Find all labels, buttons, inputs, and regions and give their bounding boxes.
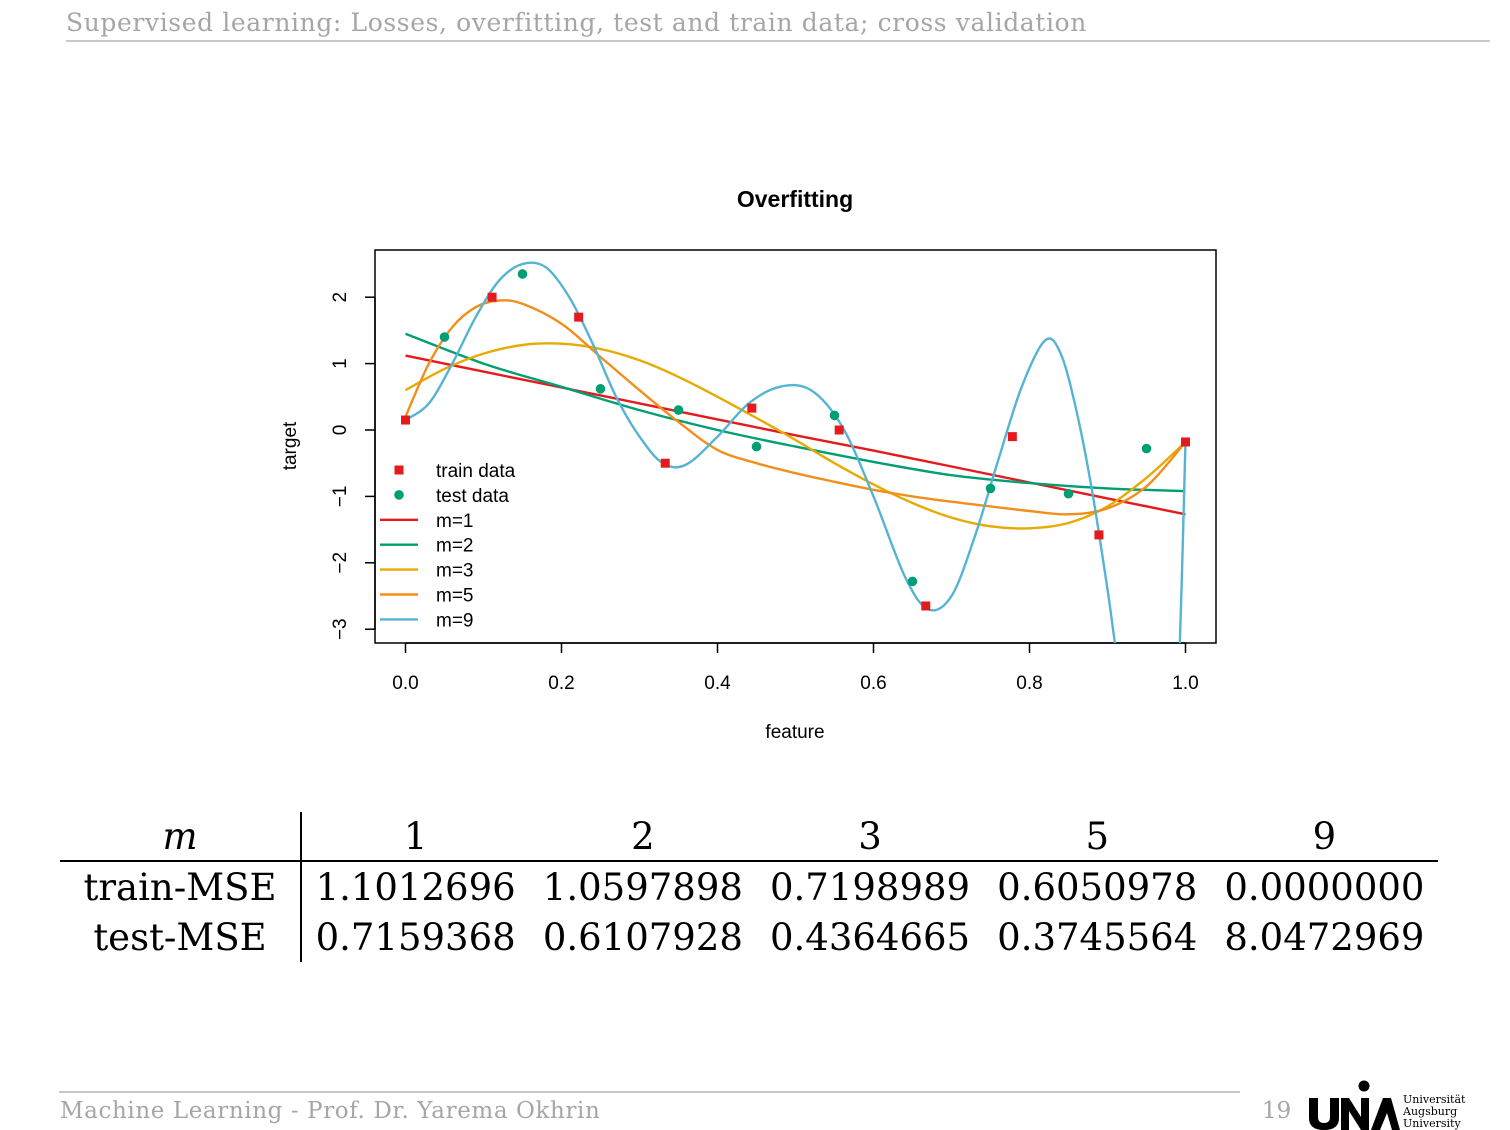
- table-cell: 1.0597898: [542, 865, 743, 909]
- table-row: test-MSE 0.7159368 0.6107928 0.4364665 0…: [60, 912, 1438, 962]
- legend-label: train data: [436, 461, 516, 482]
- test-data-point: [829, 410, 840, 421]
- table-cell: 8.0472969: [1224, 915, 1425, 959]
- page-number: 19: [1262, 1098, 1292, 1124]
- row-label: test-MSE: [60, 912, 302, 962]
- table-row: train-MSE 1.1012696 1.0597898 0.7198989 …: [60, 861, 1438, 912]
- train-data-point: [747, 403, 757, 413]
- train-data-point: [834, 425, 844, 435]
- test-data-point: [985, 483, 996, 494]
- fit-line-m3: [404, 342, 1187, 530]
- table-cell: 0.6107928: [542, 915, 743, 959]
- slide-header-title: Supervised learning: Losses, overfitting…: [66, 8, 1087, 37]
- test-data-point: [517, 269, 528, 279]
- fit-line-m2: [405, 332, 1186, 493]
- x-tick-label: 0.6: [860, 673, 886, 694]
- train-data-point: [1181, 437, 1190, 447]
- test-data-point: [439, 332, 450, 342]
- y-axis: 2 1 0 −1 −2 −3: [330, 292, 376, 640]
- y-tick-label: −1: [330, 486, 351, 508]
- university-name: Universität Augsburg University: [1403, 1094, 1465, 1130]
- chart-legend: train data test data m=1 m=2 m=3 m=5 m=9: [380, 461, 516, 631]
- university-logo: [1309, 1080, 1400, 1130]
- y-tick-label: 1: [330, 358, 351, 369]
- y-tick-label: −2: [330, 552, 351, 574]
- footer-divider: [59, 1091, 1240, 1093]
- x-axis-label: feature: [765, 722, 824, 743]
- chart-title: Overfitting: [737, 186, 853, 212]
- fit-line-m5: [404, 299, 1187, 516]
- x-tick-label: 1.0: [1172, 673, 1198, 694]
- table-cell: 0.3745564: [997, 915, 1198, 959]
- logo-line: Augsburg: [1403, 1105, 1458, 1118]
- legend-train-marker: [394, 465, 404, 475]
- m-value: 9: [1210, 812, 1438, 862]
- test-data-point: [673, 405, 684, 415]
- legend-label: m=1: [436, 511, 474, 532]
- table-cell: 0.6050978: [997, 865, 1198, 909]
- legend-label: m=9: [436, 610, 474, 631]
- data-points: [401, 269, 1190, 611]
- test-data-point: [1141, 443, 1152, 454]
- test-data-point: [595, 384, 606, 394]
- m-value: 5: [983, 812, 1211, 862]
- y-tick-label: 2: [330, 292, 351, 303]
- fit-curves: [404, 261, 1187, 643]
- x-tick-label: 0.0: [392, 673, 418, 694]
- train-data-point: [487, 292, 497, 302]
- legend-label: m=5: [436, 586, 474, 607]
- train-data-point: [921, 601, 931, 611]
- overfitting-chart: Overfitting 0.0 0.2 0.4 0.6 0.8 1.0 2 1 0 −1 −2 −3…: [280, 186, 1217, 743]
- train-data-point: [401, 415, 410, 425]
- legend-label: test data: [436, 486, 509, 507]
- legend-label: m=2: [436, 536, 474, 557]
- test-data-point: [907, 576, 918, 587]
- footer-course-author: Machine Learning - Prof. Dr. Yarema Okhr…: [60, 1098, 601, 1124]
- fit-line-m9: [404, 261, 1187, 643]
- table-cell: 0.0000000: [1224, 865, 1425, 909]
- test-data-point: [1063, 488, 1074, 499]
- table-header-row: m 1 2 3 5 9: [60, 812, 1438, 862]
- train-data-point: [1007, 432, 1017, 442]
- m-header: m: [60, 812, 302, 862]
- legend-label: m=3: [436, 561, 474, 582]
- train-data-point: [574, 312, 584, 322]
- row-label: train-MSE: [60, 861, 302, 912]
- x-tick-label: 0.4: [704, 673, 731, 694]
- m-value: 2: [529, 812, 757, 862]
- y-tick-label: −3: [330, 618, 351, 640]
- train-data-point: [1094, 530, 1104, 540]
- header-divider: [66, 40, 1490, 42]
- y-axis-label: target: [280, 421, 301, 470]
- test-data-point: [751, 441, 762, 452]
- logo-line: University: [1403, 1117, 1461, 1130]
- table-cell: 0.7198989: [770, 865, 971, 909]
- y-tick-label: 0: [330, 425, 351, 436]
- x-axis: 0.0 0.2 0.4 0.6 0.8 1.0: [392, 642, 1199, 694]
- x-tick-label: 0.8: [1016, 673, 1042, 694]
- table-cell: 0.4364665: [770, 915, 971, 959]
- m-value: 1: [301, 812, 530, 862]
- mse-table: m 1 2 3 5 9 train-MSE 1.1012696 1.059789…: [60, 812, 1438, 962]
- table-cell: 1.1012696: [315, 865, 516, 909]
- legend-test-marker: [394, 490, 404, 500]
- fit-line-m1: [405, 354, 1186, 516]
- train-data-point: [660, 458, 670, 468]
- table-cell: 0.7159368: [315, 915, 516, 959]
- logo-line: Universität: [1403, 1093, 1466, 1106]
- x-tick-label: 0.2: [548, 673, 574, 694]
- m-value: 3: [756, 812, 984, 862]
